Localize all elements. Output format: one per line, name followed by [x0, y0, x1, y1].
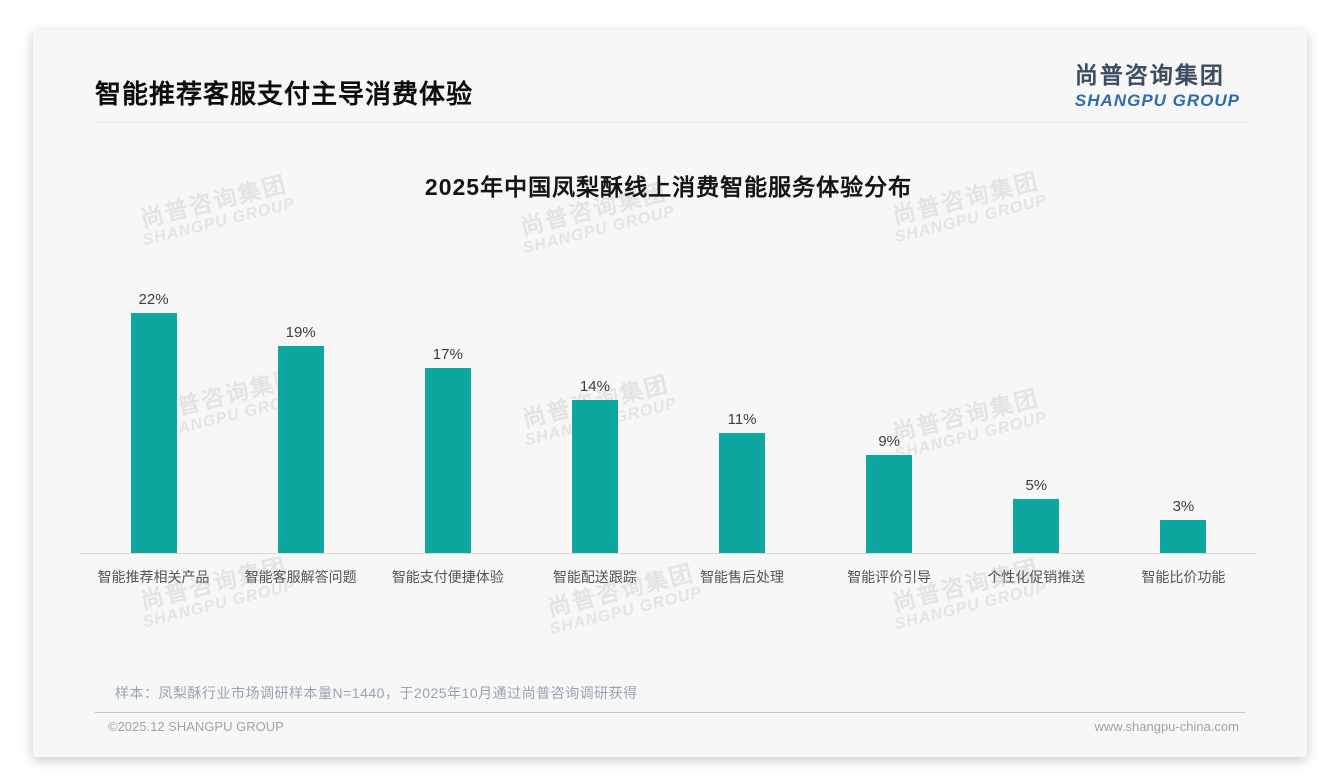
- bar-value-label: 22%: [138, 291, 169, 309]
- bar-slot: 5%: [963, 282, 1110, 553]
- header-divider: [93, 122, 1247, 123]
- category-label: 个性化促销推送: [987, 569, 1086, 585]
- watermark-en: SHANGPU GROUP: [548, 584, 704, 639]
- bar-slot: 14%: [521, 282, 668, 553]
- brand-logo: 尚普咨询集团 SHANGPU GROUP: [1075, 56, 1240, 111]
- bar-chart-plot-area: 22% 19% 17% 14% 11% 9% 5% 3%: [80, 282, 1257, 554]
- bar-value-label: 14%: [579, 378, 610, 396]
- category-label: 智能推荐相关产品: [97, 569, 210, 585]
- brand-logo-en: SHANGPU GROUP: [1074, 91, 1240, 110]
- bar: [277, 345, 324, 553]
- bar-value-label: 19%: [285, 323, 316, 341]
- bar-slot: 9%: [816, 282, 963, 553]
- footer: ©2025.12 SHANGPU GROUP www.shangpu-china…: [108, 719, 1239, 734]
- watermark-en: SHANGPU GROUP: [893, 579, 1049, 634]
- bar: [571, 400, 618, 553]
- category-label: 智能客服解答问题: [244, 569, 357, 585]
- category-label: 智能比价功能: [1141, 569, 1226, 585]
- page-title: 智能推荐客服支付主导消费体验: [95, 79, 474, 109]
- watermark-en: SHANGPU GROUP: [141, 195, 297, 250]
- bar-slot: 17%: [374, 282, 521, 553]
- bar-slot: 11%: [669, 282, 816, 553]
- bar-value-label: 11%: [727, 411, 757, 429]
- bar-value-label: 9%: [878, 432, 901, 450]
- bar-slot: 19%: [227, 282, 374, 553]
- bar-slot: 22%: [80, 282, 227, 553]
- bar: [719, 433, 766, 553]
- watermark-en: SHANGPU GROUP: [521, 203, 677, 258]
- bar: [424, 367, 471, 553]
- sample-note: 样本：凤梨酥行业市场调研样本量N=1440，于2025年10月通过尚普咨询调研获…: [115, 685, 638, 701]
- bar-value-label: 3%: [1172, 498, 1195, 516]
- footer-divider: [95, 712, 1245, 713]
- bar: [1160, 520, 1207, 553]
- bar: [866, 454, 913, 553]
- category-label: 智能评价引导: [847, 569, 932, 585]
- bar-slot: 3%: [1110, 282, 1257, 553]
- bar-value-label: 5%: [1025, 476, 1048, 494]
- category-label: 智能售后处理: [700, 569, 785, 585]
- bar: [1013, 498, 1060, 553]
- category-label: 智能支付便捷体验: [391, 569, 504, 585]
- bar-value-label: 17%: [432, 345, 463, 363]
- bar: [130, 313, 177, 553]
- bar-chart-category-axis: 智能推荐相关产品 智能客服解答问题 智能支付便捷体验 智能配送跟踪 智能售后处理 智能评价…: [80, 567, 1257, 587]
- brand-logo-cn: 尚普咨询集团: [1074, 62, 1225, 88]
- website-text: www.shangpu-china.com: [1094, 719, 1239, 734]
- slide-card: 尚普咨询集团 SHANGPU GROUP 尚普咨询集团 SHANGPU GROUP 尚普…: [33, 30, 1307, 757]
- category-label: 智能配送跟踪: [552, 569, 637, 585]
- copyright-text: ©2025.12 SHANGPU GROUP: [108, 719, 284, 734]
- chart-title: 2025年中国凤梨酥线上消费智能服务体验分布: [424, 174, 913, 200]
